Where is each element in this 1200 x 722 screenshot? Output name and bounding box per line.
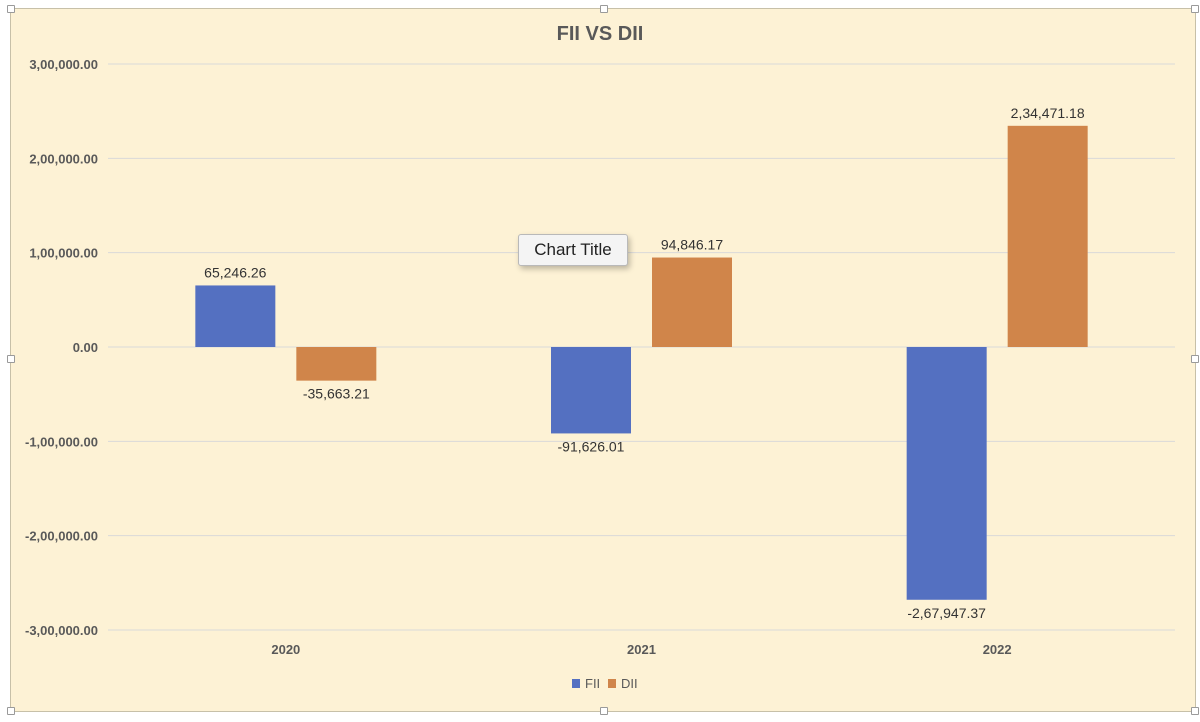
resize-handle-bottom-right[interactable]: [1191, 707, 1199, 715]
resize-handle-bottom[interactable]: [600, 707, 608, 715]
y-tick-label: -1,00,000.00: [25, 434, 98, 449]
y-axis-ticks: 3,00,000.00 2,00,000.00 1,00,000.00 0.00 -1,…: [25, 57, 98, 638]
legend-label-dii: DII: [621, 676, 638, 691]
data-label: -91,626.01: [558, 438, 625, 454]
bar-fii-2020[interactable]: [195, 285, 276, 347]
bar-dii-2021[interactable]: [652, 257, 732, 347]
chart-title-tooltip: Chart Title: [518, 234, 628, 266]
bars: [195, 125, 1088, 600]
bar-fii-2021[interactable]: [551, 347, 631, 434]
bar-dii-2022[interactable]: [1007, 125, 1088, 347]
resize-handle-top[interactable]: [600, 5, 608, 13]
data-label: 94,846.17: [661, 237, 723, 253]
y-tick-label: -2,00,000.00: [25, 529, 98, 544]
y-tick-label: 1,00,000.00: [29, 246, 98, 261]
resize-handle-top-right[interactable]: [1191, 5, 1199, 13]
gridlines: [108, 63, 1175, 631]
y-tick-label: -3,00,000.00: [25, 623, 98, 638]
y-tick-label: 2,00,000.00: [29, 151, 98, 166]
legend-swatch-fii: [572, 679, 580, 688]
data-labels: 65,246.26 -35,663.21 -91,626.01 94,846.17 -2…: [204, 105, 1085, 621]
bar-dii-2020[interactable]: [296, 347, 377, 381]
x-tick-label: 2022: [983, 642, 1012, 657]
legend-swatch-dii: [608, 679, 616, 688]
data-label: 2,34,471.18: [1011, 105, 1085, 121]
legend-label-fii: FII: [585, 676, 600, 691]
x-axis-ticks: 2020 2021 2022: [271, 642, 1011, 657]
resize-handle-top-left[interactable]: [7, 5, 15, 13]
resize-handle-right[interactable]: [1191, 355, 1199, 363]
legend[interactable]: FII DII: [572, 676, 638, 691]
data-label: 65,246.26: [204, 264, 266, 280]
y-tick-label: 3,00,000.00: [29, 57, 98, 72]
chart-title[interactable]: FII VS DII: [557, 23, 644, 45]
data-label: -2,67,947.37: [907, 605, 986, 621]
resize-handle-left[interactable]: [7, 355, 15, 363]
x-tick-label: 2020: [271, 642, 300, 657]
x-tick-label: 2021: [627, 642, 656, 657]
resize-handle-bottom-left[interactable]: [7, 707, 15, 715]
bar-fii-2022[interactable]: [906, 347, 987, 600]
data-label: -35,663.21: [303, 386, 370, 402]
y-tick-label: 0.00: [73, 340, 98, 355]
